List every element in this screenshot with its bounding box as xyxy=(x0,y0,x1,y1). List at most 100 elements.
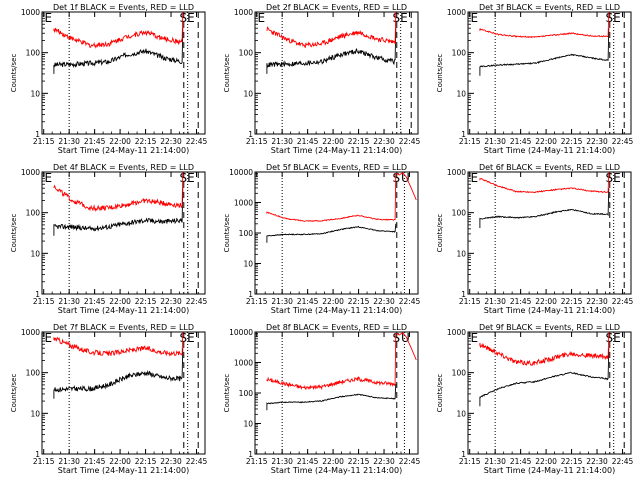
time-marker: E xyxy=(613,11,621,25)
x-tick-label: 22:15 xyxy=(135,457,157,466)
y-tick-label: 100 xyxy=(452,49,467,58)
x-axis-label: Start Time (24-May-11 21:14:00) xyxy=(271,466,402,475)
time-marker: E xyxy=(187,11,195,25)
x-tick-label: 22:30 xyxy=(586,457,608,466)
plot-frame xyxy=(254,11,419,135)
time-marker: S xyxy=(393,331,401,345)
panel-title: Det 6f BLACK = Events, RED = LLD xyxy=(479,163,620,172)
x-tick-label: 21:15 xyxy=(246,297,268,306)
x-tick-label: 21:15 xyxy=(33,457,55,466)
x-tick-label: 21:45 xyxy=(84,137,106,146)
x-tick-label: 21:15 xyxy=(459,297,481,306)
x-tick-label: 22:00 xyxy=(109,457,131,466)
y-tick-label: 1 xyxy=(461,450,466,459)
y-tick-label: 100 xyxy=(26,209,41,218)
lld-series-line xyxy=(53,331,184,357)
y-tick-label: 10 xyxy=(243,89,253,98)
lld-series-line xyxy=(266,332,417,391)
y-tick-label: 1000 xyxy=(234,199,253,208)
plot-frame xyxy=(467,11,632,135)
y-axis-label: Counts/sec xyxy=(223,214,231,253)
detector-panel-5: Det 5f BLACK = Events, RED = LLD 1 10 100 10… xyxy=(223,163,421,315)
x-tick-label: 21:15 xyxy=(459,137,481,146)
x-tick-label: 21:30 xyxy=(271,137,293,146)
x-tick-label: 21:15 xyxy=(246,457,268,466)
x-tick-label: 22:45 xyxy=(186,457,208,466)
x-tick-label: 21:45 xyxy=(510,457,532,466)
y-tick-label: 100 xyxy=(452,369,467,378)
y-tick-label: 10 xyxy=(30,249,40,258)
x-tick-label: 21:30 xyxy=(484,137,506,146)
x-tick-label: 21:30 xyxy=(58,297,80,306)
lld-series-line xyxy=(266,172,417,222)
x-tick-label: 21:30 xyxy=(484,297,506,306)
y-tick-label: 1 xyxy=(35,290,40,299)
y-tick-label: 10 xyxy=(456,249,466,258)
lld-series-line xyxy=(53,171,184,212)
events-series-line xyxy=(479,188,610,228)
y-tick-label: 100 xyxy=(239,389,254,398)
x-tick-label: 22:00 xyxy=(535,137,557,146)
detector-panel-7: Det 7f BLACK = Events, RED = LLD 1 10 100 10… xyxy=(10,323,208,475)
events-series-line xyxy=(479,348,610,407)
y-tick-label: 100 xyxy=(239,229,254,238)
x-axis-label: Start Time (24-May-11 21:14:00) xyxy=(484,146,615,155)
x-tick-label: 22:30 xyxy=(160,457,182,466)
y-tick-label: 1 xyxy=(248,450,253,459)
x-tick-label: 22:45 xyxy=(399,297,421,306)
x-tick-label: 21:30 xyxy=(484,457,506,466)
x-tick-label: 22:15 xyxy=(135,297,157,306)
plot-frame xyxy=(467,171,632,295)
time-marker: E xyxy=(471,331,479,345)
events-series-line xyxy=(266,223,397,243)
events-series-line xyxy=(53,28,184,74)
x-tick-label: 22:00 xyxy=(322,137,344,146)
plot-frame xyxy=(254,171,419,295)
y-tick-label: 1 xyxy=(35,130,40,139)
time-marker: U xyxy=(401,171,410,185)
x-tick-label: 21:45 xyxy=(84,457,106,466)
y-axis-label: Counts/sec xyxy=(436,54,444,93)
time-marker: E xyxy=(613,331,621,345)
y-tick-label: 100 xyxy=(26,49,41,58)
x-tick-label: 21:45 xyxy=(297,457,319,466)
y-axis-label: Counts/sec xyxy=(436,374,444,413)
x-axis-label: Start Time (24-May-11 21:14:00) xyxy=(484,306,615,315)
x-tick-label: 21:45 xyxy=(510,137,532,146)
x-tick-label: 21:15 xyxy=(459,457,481,466)
x-tick-label: 22:30 xyxy=(160,137,182,146)
x-tick-label: 21:30 xyxy=(271,457,293,466)
y-tick-label: 1 xyxy=(248,130,253,139)
y-tick-label: 1 xyxy=(461,130,466,139)
x-tick-label: 21:30 xyxy=(58,457,80,466)
time-marker: E xyxy=(187,171,195,185)
x-tick-label: 22:15 xyxy=(135,137,157,146)
x-tick-label: 22:45 xyxy=(612,137,634,146)
x-tick-label: 22:45 xyxy=(399,457,421,466)
y-tick-label: 100 xyxy=(452,209,467,218)
x-tick-label: 22:30 xyxy=(373,137,395,146)
lld-series-line xyxy=(479,171,610,194)
y-tick-label: 1000 xyxy=(21,328,40,337)
panel-title: Det 1f BLACK = Events, RED = LLD xyxy=(53,3,194,12)
y-tick-label: 10 xyxy=(243,260,253,269)
time-marker: E xyxy=(258,11,266,25)
panel-title: Det 8f BLACK = Events, RED = LLD xyxy=(266,323,407,332)
x-tick-label: 22:00 xyxy=(322,297,344,306)
detector-panel-6: Det 6f BLACK = Events, RED = LLD 1 10 100 10… xyxy=(436,163,634,315)
lld-series-line xyxy=(266,11,397,49)
panel-title: Det 7f BLACK = Events, RED = LLD xyxy=(53,323,194,332)
y-tick-label: 1000 xyxy=(21,8,40,17)
detector-panel-4: Det 4f BLACK = Events, RED = LLD 1 10 100 10… xyxy=(10,163,208,315)
x-tick-label: 22:00 xyxy=(535,297,557,306)
x-tick-label: 22:30 xyxy=(373,457,395,466)
plot-frame xyxy=(41,331,206,455)
x-tick-label: 22:45 xyxy=(186,297,208,306)
x-tick-label: 22:45 xyxy=(612,297,634,306)
time-marker: S xyxy=(180,11,188,25)
y-tick-label: 1000 xyxy=(447,8,466,17)
time-marker: S xyxy=(606,171,614,185)
x-axis-label: Start Time (24-May-11 21:14:00) xyxy=(58,466,189,475)
x-tick-label: 22:45 xyxy=(612,457,634,466)
